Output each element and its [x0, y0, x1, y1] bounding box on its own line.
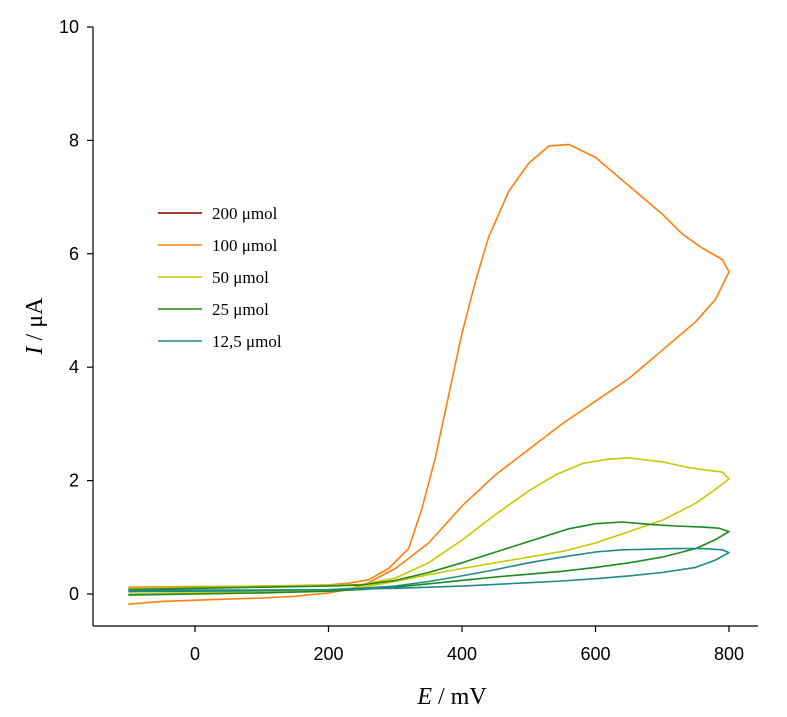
- series-lines: [128, 143, 730, 605]
- legend-label-2: 50 μmol: [212, 268, 269, 287]
- y-tick-label: 0: [69, 584, 79, 604]
- y-axis-unit: / μA: [22, 297, 48, 347]
- series-line-4: [128, 547, 730, 593]
- svg-text:I / μA: I / μA: [22, 297, 48, 356]
- x-axis-symbol: E: [416, 684, 432, 710]
- y-tick-label: 6: [69, 244, 79, 264]
- legend-label-0: 200 μmol: [212, 204, 278, 223]
- x-tick-label: 200: [313, 644, 343, 664]
- x-axis-title: E / mV: [416, 684, 487, 710]
- x-tick-label: 0: [190, 644, 200, 664]
- x-axis-unit: / mV: [432, 684, 487, 710]
- series-line-1: [128, 143, 730, 605]
- series-line-2: [128, 457, 730, 595]
- plot-frame: [92, 27, 758, 627]
- legend-label-3: 25 μmol: [212, 300, 269, 319]
- series-line-3: [128, 521, 730, 596]
- y-axis-title: I / μA: [22, 297, 48, 356]
- svg-text:E / mV: E / mV: [416, 684, 487, 710]
- legend-label-4: 12,5 μmol: [212, 332, 282, 351]
- x-tick-label: 400: [447, 644, 477, 664]
- y-ticks: 0 2 4 6 8 10: [59, 17, 93, 604]
- x-tick-label: 800: [714, 644, 744, 664]
- y-tick-label: 4: [69, 357, 79, 377]
- legend-label-1: 100 μmol: [212, 236, 278, 255]
- y-tick-label: 10: [59, 17, 79, 37]
- y-axis-symbol: I: [22, 345, 48, 355]
- y-tick-label: 2: [69, 471, 79, 491]
- y-tick-label: 8: [69, 130, 79, 150]
- x-ticks: 0 200 400 600 800: [190, 626, 744, 664]
- legend: 200 μmol 100 μmol 50 μmol 25 μmol 12,5 μmol: [158, 204, 282, 351]
- x-tick-label: 600: [580, 644, 610, 664]
